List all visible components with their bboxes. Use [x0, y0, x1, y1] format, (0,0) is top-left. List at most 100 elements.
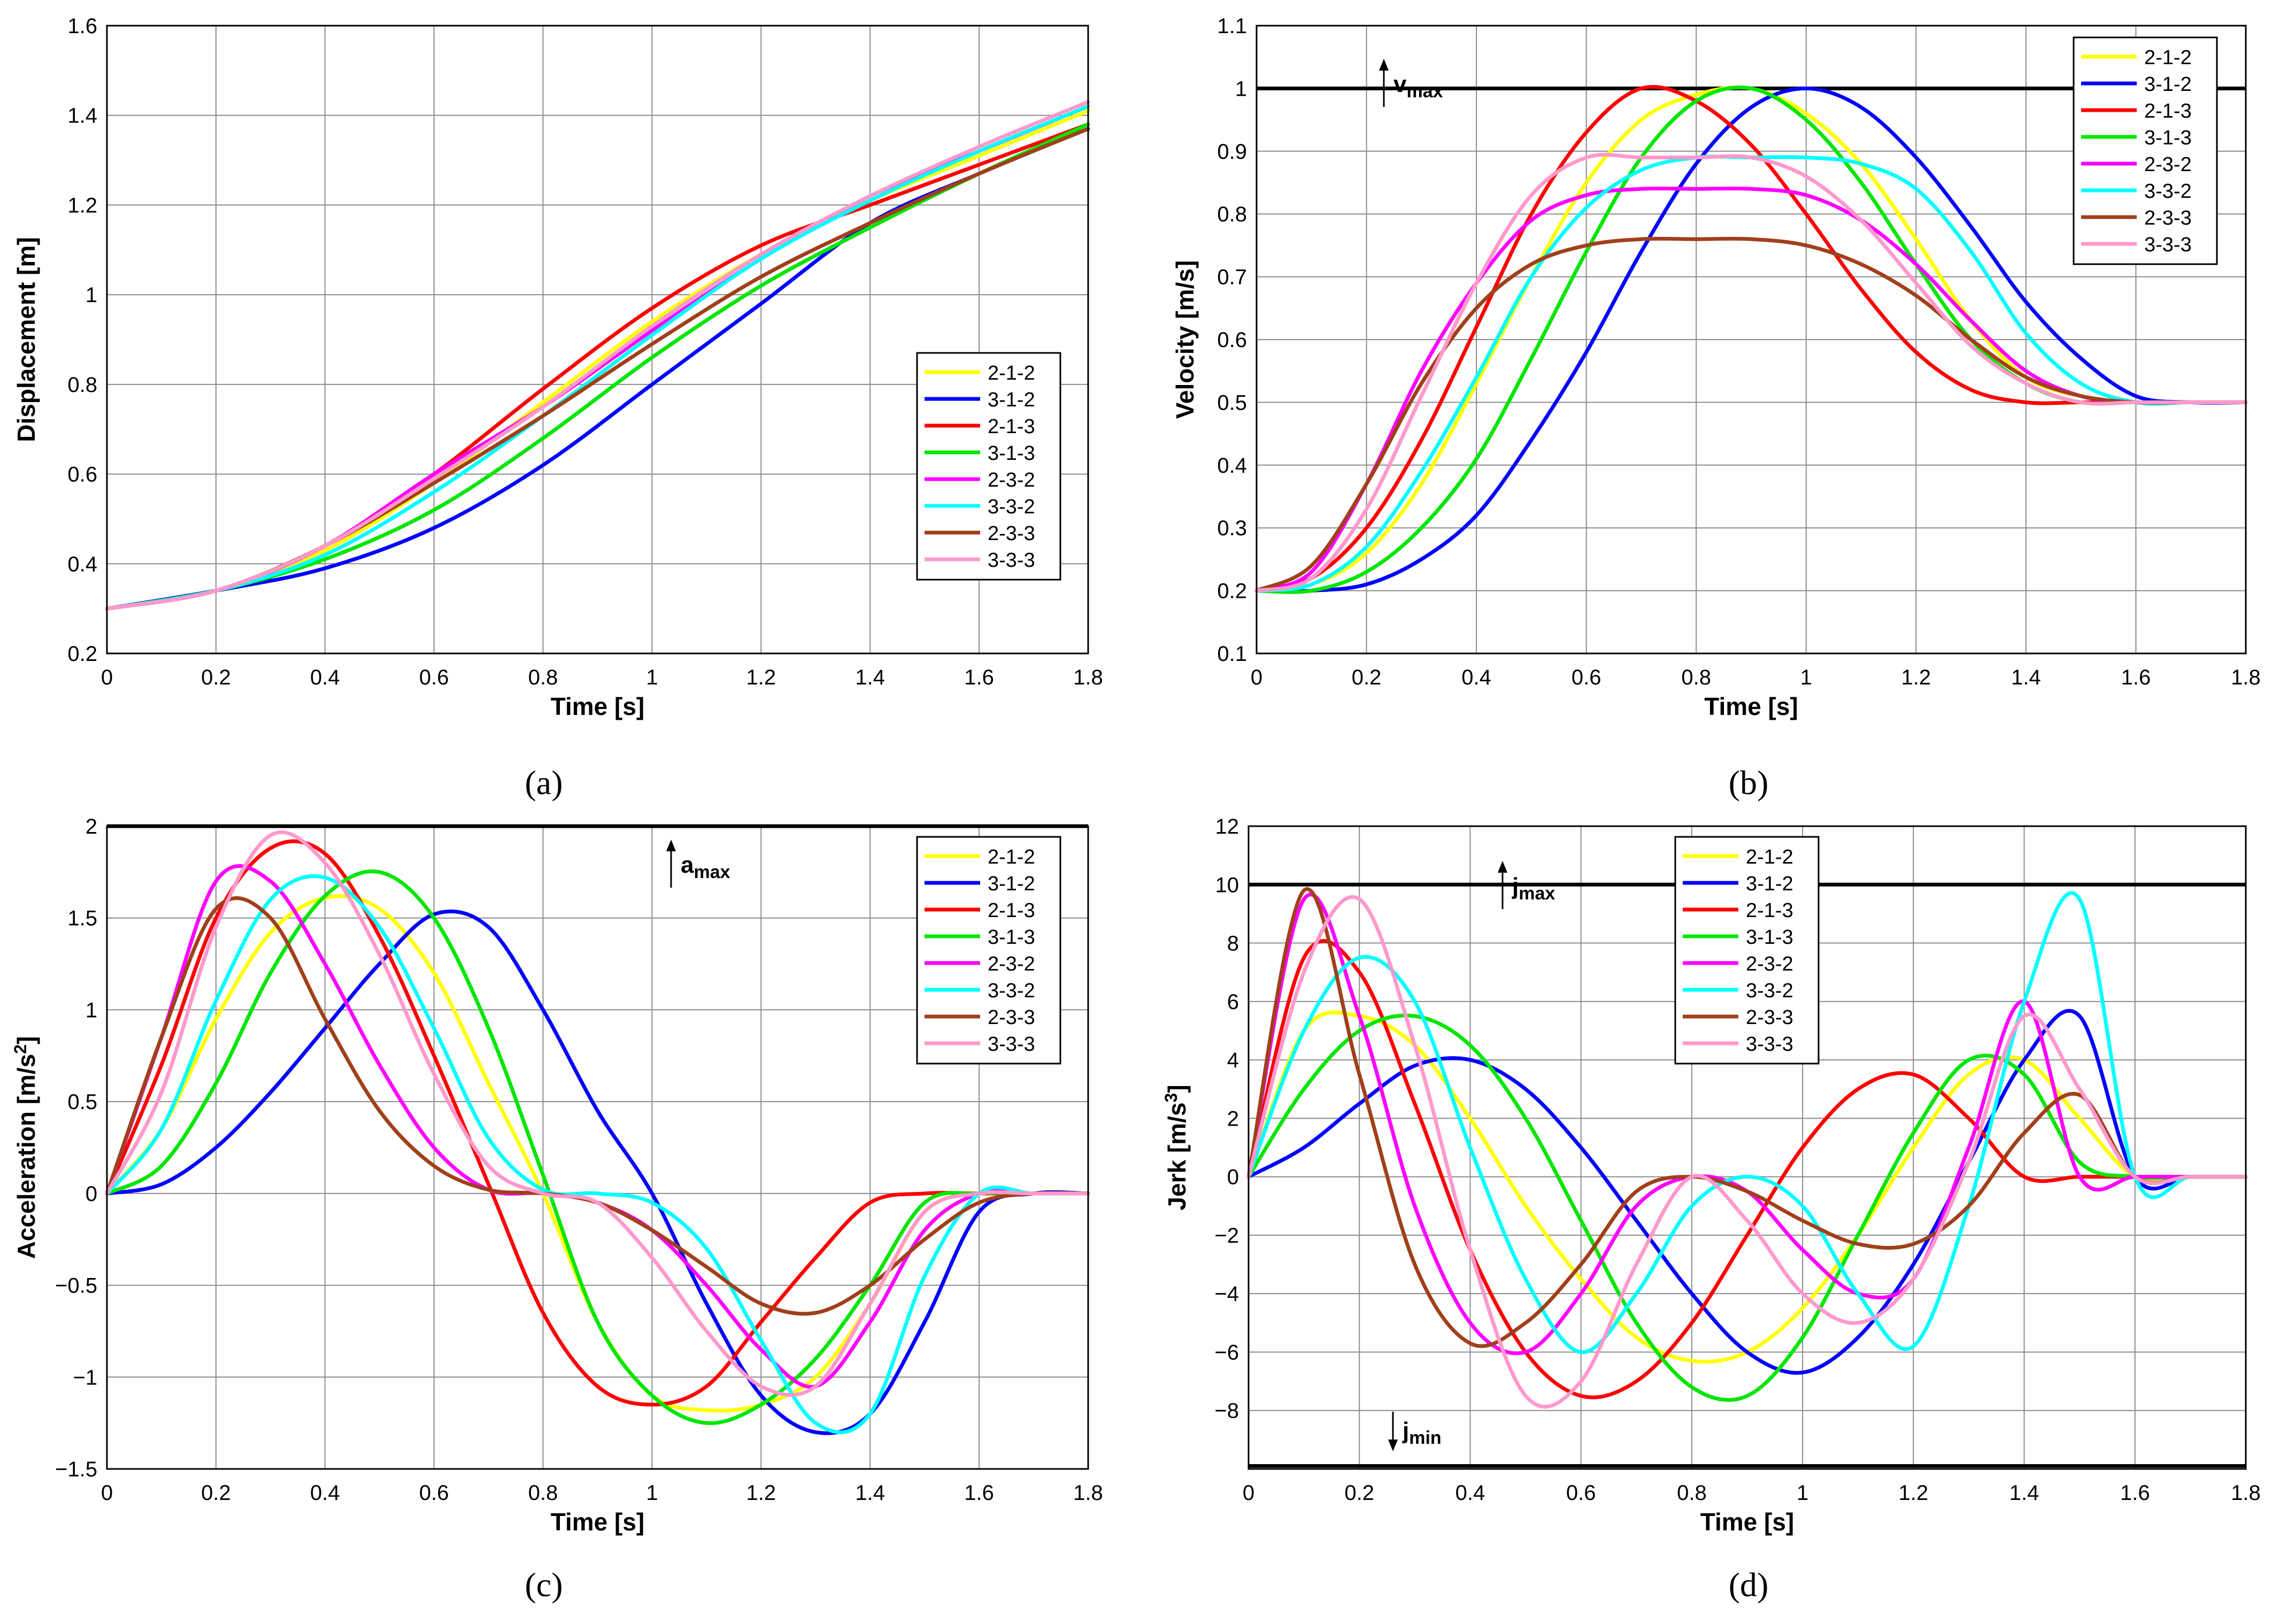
x-axis-label: Time [s] [1700, 1508, 1795, 1536]
limit-arrow-head [1498, 861, 1507, 873]
y-tick-label: 6 [1227, 990, 1239, 1014]
series-line-3-1-2 [1246, 1009, 2248, 1375]
y-tick-label: 4 [1227, 1049, 1239, 1072]
series-line-2-1-3 [1246, 938, 2248, 1399]
y-tick-label: 0.7 [1217, 266, 1247, 289]
y-tick-label: −2 [1214, 1224, 1239, 1248]
x-tick-label: 0 [101, 666, 113, 689]
y-tick-label: 0.6 [67, 463, 97, 487]
x-tick-label: 1.6 [964, 1481, 994, 1505]
series-line-3-1-3 [105, 869, 1090, 1425]
legend-entry-3-3-2: 3-3-2 [1746, 980, 1793, 1002]
legend-box [916, 352, 1061, 581]
legend: 2-1-2 3-1-2 2-1-3 3-1-3 2-3-2 3-3-2 2-3-3 3-3-3 [1674, 836, 1820, 1065]
panel-caption: (b) [1729, 764, 1769, 802]
y-tick-label: −1.5 [55, 1458, 97, 1481]
series-line-3-1-2 [105, 909, 1090, 1435]
y-axis-label: Jerk [m/s3] [1161, 1084, 1191, 1210]
x-tick-label: 0.6 [1566, 1481, 1596, 1505]
legend-entry-3-1-3: 3-1-3 [988, 926, 1035, 949]
y-tick-label: −1 [73, 1366, 97, 1389]
series-line-3-3-2 [105, 104, 1090, 611]
series-line-3-3-2 [1246, 891, 2248, 1354]
legend-entry-3-3-3: 3-3-3 [988, 1033, 1035, 1056]
limit-label: jmin [1402, 1418, 1442, 1448]
x-tick-label: 1.8 [2231, 666, 2261, 689]
series-line-2-3-3 [1246, 887, 2248, 1348]
legend-entry-3-1-2: 3-1-2 [1746, 873, 1793, 895]
panel-caption: (d) [1729, 1566, 1769, 1604]
legend-entry-3-1-3: 3-1-3 [1746, 926, 1793, 949]
legend-entry-2-3-3: 2-3-3 [988, 1006, 1035, 1029]
legend-entry-3-1-3: 3-1-3 [2144, 127, 2192, 149]
y-tick-label: 0.4 [67, 552, 97, 576]
legend-entry-3-3-2: 3-3-2 [988, 980, 1035, 1002]
x-tick-label: 0.2 [1352, 666, 1382, 689]
y-tick-label: 0.8 [1217, 203, 1247, 226]
y-tick-label: 0.6 [1217, 328, 1247, 352]
series-line-2-1-2 [105, 109, 1090, 611]
y-tick-label: 1.1 [1217, 14, 1247, 38]
x-tick-label: 1 [1800, 666, 1812, 689]
x-tick-label: 1.2 [1901, 666, 1931, 689]
y-tick-label: 0.2 [67, 642, 97, 666]
x-axis-label: Time [s] [1704, 692, 1798, 720]
y-tick-label: 8 [1227, 932, 1239, 956]
x-tick-label: 0.4 [310, 666, 340, 689]
x-tick-label: 0 [1243, 1481, 1254, 1505]
legend-entry-3-1-2: 3-1-2 [2144, 73, 2192, 96]
x-tick-label: 0.8 [528, 666, 558, 689]
legend: 2-1-2 3-1-2 2-1-3 3-1-3 2-3-2 3-3-2 2-3-3 3-3-3 [916, 836, 1061, 1065]
x-tick-label: 1.6 [964, 666, 994, 689]
x-tick-label: 0.2 [201, 666, 231, 689]
legend-entry-3-3-3: 3-3-3 [988, 549, 1035, 572]
y-tick-label: 0.4 [1217, 454, 1247, 478]
x-tick-label: 1.4 [2009, 1481, 2039, 1505]
y-tick-label: 1 [1235, 77, 1247, 101]
series-lines [105, 100, 1090, 611]
x-tick-label: 1.4 [855, 1481, 885, 1505]
y-axis-label: Velocity [m/s] [1171, 260, 1199, 419]
legend-entry-2-3-2: 2-3-2 [2144, 153, 2192, 176]
x-tick-label: 1.4 [855, 666, 885, 689]
legend-entry-2-1-3: 2-1-3 [1746, 899, 1793, 922]
x-tick-label: 1.2 [746, 666, 776, 689]
y-axis-label: Displacement [m] [12, 237, 40, 442]
panel-caption: (a) [525, 764, 563, 802]
series-line-3-3-2 [105, 874, 1090, 1434]
x-tick-label: 0.4 [1461, 666, 1491, 689]
x-tick-label: 1 [646, 666, 658, 689]
limit-arrow-head [1379, 59, 1389, 71]
legend-entry-2-3-2: 2-3-2 [988, 469, 1035, 491]
x-tick-label: 1 [1797, 1481, 1808, 1505]
x-axis-label: Time [s] [551, 1508, 645, 1536]
series-line-2-3-3 [1254, 236, 2248, 593]
x-tick-label: 0.6 [419, 666, 449, 689]
series-lines [1254, 84, 2248, 594]
legend-box [1674, 836, 1820, 1065]
y-tick-label: −6 [1214, 1341, 1239, 1364]
axes-frame [106, 825, 1089, 1470]
limit-label: jmax [1512, 873, 1555, 904]
x-tick-label: 0.2 [201, 1481, 231, 1505]
series-line-3-3-3 [105, 830, 1090, 1397]
x-tick-label: 0.4 [310, 1481, 340, 1505]
axes-frame [1256, 25, 2247, 655]
legend-entry-2-1-2: 2-1-2 [1746, 846, 1793, 868]
legend-entry-2-1-3: 2-1-3 [2144, 100, 2192, 122]
legend-entry-2-3-3: 2-3-3 [988, 522, 1035, 545]
series-lines [1246, 887, 2248, 1409]
x-tick-label: 0.8 [528, 1481, 558, 1505]
y-tick-label: −4 [1214, 1282, 1239, 1306]
panel-caption: (c) [525, 1566, 563, 1604]
y-tick-label: 0.3 [1217, 517, 1247, 540]
series-line-2-1-2 [1246, 1010, 2248, 1364]
x-tick-label: 1.8 [2231, 1481, 2261, 1505]
series-lines [105, 830, 1090, 1435]
x-axis-label: Time [s] [551, 692, 645, 720]
panel-c: 0 0.2 0.4 0.6 0.8 1 1.2 1.4 1.6 1.8 −1.5 −1 −0.5 0 0.5… [11, 815, 1103, 1604]
series-line-3-1-2 [1254, 86, 2248, 593]
limit-label: vmax [1393, 71, 1443, 102]
x-tick-label: 1.6 [2121, 666, 2151, 689]
limit-label: amax [681, 852, 730, 882]
